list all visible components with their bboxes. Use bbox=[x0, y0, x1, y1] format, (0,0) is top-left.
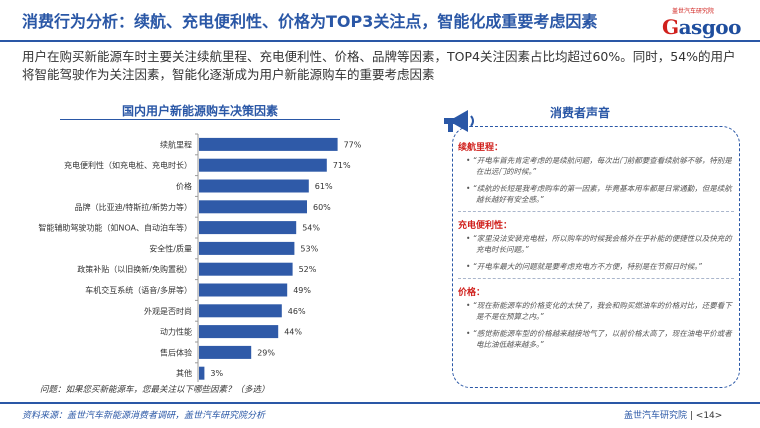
footer-org-name: 盖世汽车研究院 bbox=[624, 411, 688, 421]
logo-subtitle: 盖世汽车研究院 bbox=[672, 8, 715, 15]
logo-brand-rest: asgoo bbox=[678, 15, 742, 39]
footer-org: 盖世汽车研究院 | <14> bbox=[624, 408, 722, 421]
category-label: 品牌（比亚迪/特斯拉/新势力等） bbox=[75, 202, 192, 212]
voices-content: 续航里程： • “开电车首先肯定考虑的是续航问题，每次出门前都要查看续航够不够，特… bbox=[458, 140, 734, 356]
category-label: 安全性/质量 bbox=[149, 243, 192, 253]
page-title: 消费行为分析：续航、充电便利性、价格为TOP3关注点，智能化成重要考虑因素 bbox=[22, 12, 598, 31]
survey-question: 问题：如果您买新能源车，您最关注以下哪些因素？（多选） bbox=[40, 385, 270, 395]
gasgoo-logo: 盖世汽车研究院 Gasgoo bbox=[652, 6, 748, 40]
summary-text: 用户在购买新能源车时主要关注续航里程、充电便利性、价格、品牌等因素，TOP4关注… bbox=[22, 49, 736, 82]
category-label: 充电便利性（如充电桩、充电时长） bbox=[64, 160, 192, 170]
voices-panel bbox=[452, 126, 740, 388]
voices-group-heading: 充电便利性： bbox=[458, 221, 513, 231]
category-label: 其他 bbox=[176, 368, 192, 378]
voices-separator bbox=[458, 278, 734, 279]
bar bbox=[199, 262, 293, 276]
category-label: 政策补贴（以旧换新/免购置税） bbox=[77, 264, 192, 274]
category-label: 动力性能 bbox=[160, 327, 192, 337]
consumer-quote: • “感觉新能源车型的价格越来越接地气了，以前价格太高了，现在油电平价或者电比油… bbox=[466, 329, 732, 349]
voices-title: 消费者声音 bbox=[549, 106, 610, 120]
consumer-quote: • “开电车首先肯定考虑的是续航问题，每次出门前都要查看续航够不够，特别是在出远… bbox=[466, 156, 732, 176]
voices-separator bbox=[458, 211, 734, 212]
logo-brand-initial: G bbox=[662, 15, 679, 39]
bar bbox=[199, 200, 307, 214]
consumer-quote: • “现在新能源车的价格变化的太快了，我会和购买燃油车的价格对比，还要看下是不是… bbox=[466, 301, 732, 321]
bar bbox=[199, 325, 279, 339]
page-number: <14> bbox=[695, 411, 723, 421]
category-label: 智能辅助驾驶功能（如NOA、自动泊车等） bbox=[38, 223, 192, 233]
category-label: 车机交互系统（语音/多屏等） bbox=[85, 285, 192, 295]
category-label: 价格 bbox=[176, 181, 192, 191]
bar bbox=[199, 221, 297, 235]
bar-value-label: 52% bbox=[299, 265, 317, 274]
voices-group-heading: 价格： bbox=[458, 288, 486, 298]
bar-value-label: 44% bbox=[284, 328, 302, 337]
bar bbox=[199, 345, 252, 359]
bar-value-label: 46% bbox=[288, 307, 306, 316]
consumer-quote: • “开电车最大的问题就是要考虑充电方不方便，特别是在节假日时候。” bbox=[466, 262, 702, 271]
page-number-separator: | bbox=[687, 411, 696, 421]
source-note: 资料来源：盖世汽车新能源消费者调研，盖世汽车研究院分析 bbox=[22, 411, 266, 421]
bar-value-label: 53% bbox=[300, 244, 318, 253]
bar-value-label: 61% bbox=[315, 182, 333, 191]
bar-value-label: 60% bbox=[313, 203, 331, 212]
decision-factors-bar-chart: 续航里程 77% 充电便利性（如充电桩、充电时长） 71% 价格 61% 品牌（比亚迪/特斯… bbox=[38, 133, 362, 382]
category-label: 售后体验 bbox=[160, 347, 192, 357]
bar bbox=[199, 283, 288, 297]
bar bbox=[199, 179, 309, 193]
consumer-quote: • “续航的长短是我考虑购车的第一因素，毕竟基本用车都是日常通勤，但是续航越长越… bbox=[466, 184, 732, 204]
chart-title: 国内用户新能源购车决策因素 bbox=[121, 104, 278, 118]
bar-value-label: 71% bbox=[333, 161, 351, 170]
bar bbox=[199, 304, 282, 318]
title-divider bbox=[0, 40, 760, 42]
consumer-quote: • “家里没法安装充电桩，所以购车的时候我会格外在乎补能的便捷性以及快充的充电时… bbox=[466, 234, 732, 254]
bar bbox=[199, 241, 295, 255]
bar-value-label: 3% bbox=[210, 369, 223, 378]
bar-value-label: 54% bbox=[302, 224, 320, 233]
bar-value-label: 29% bbox=[257, 348, 275, 357]
category-label: 外观是否时尚 bbox=[144, 306, 192, 316]
bar bbox=[199, 137, 338, 151]
footer-divider bbox=[0, 402, 760, 404]
chart-title-underline bbox=[60, 119, 340, 120]
category-label: 续航里程 bbox=[160, 139, 192, 149]
bar bbox=[199, 158, 327, 172]
bar-value-label: 49% bbox=[293, 286, 311, 295]
bar bbox=[199, 366, 205, 380]
voices-group-heading: 续航里程： bbox=[458, 143, 504, 153]
logo-brand: Gasgoo bbox=[662, 15, 741, 39]
bar-value-label: 77% bbox=[344, 140, 362, 149]
megaphone-icon bbox=[444, 110, 474, 132]
